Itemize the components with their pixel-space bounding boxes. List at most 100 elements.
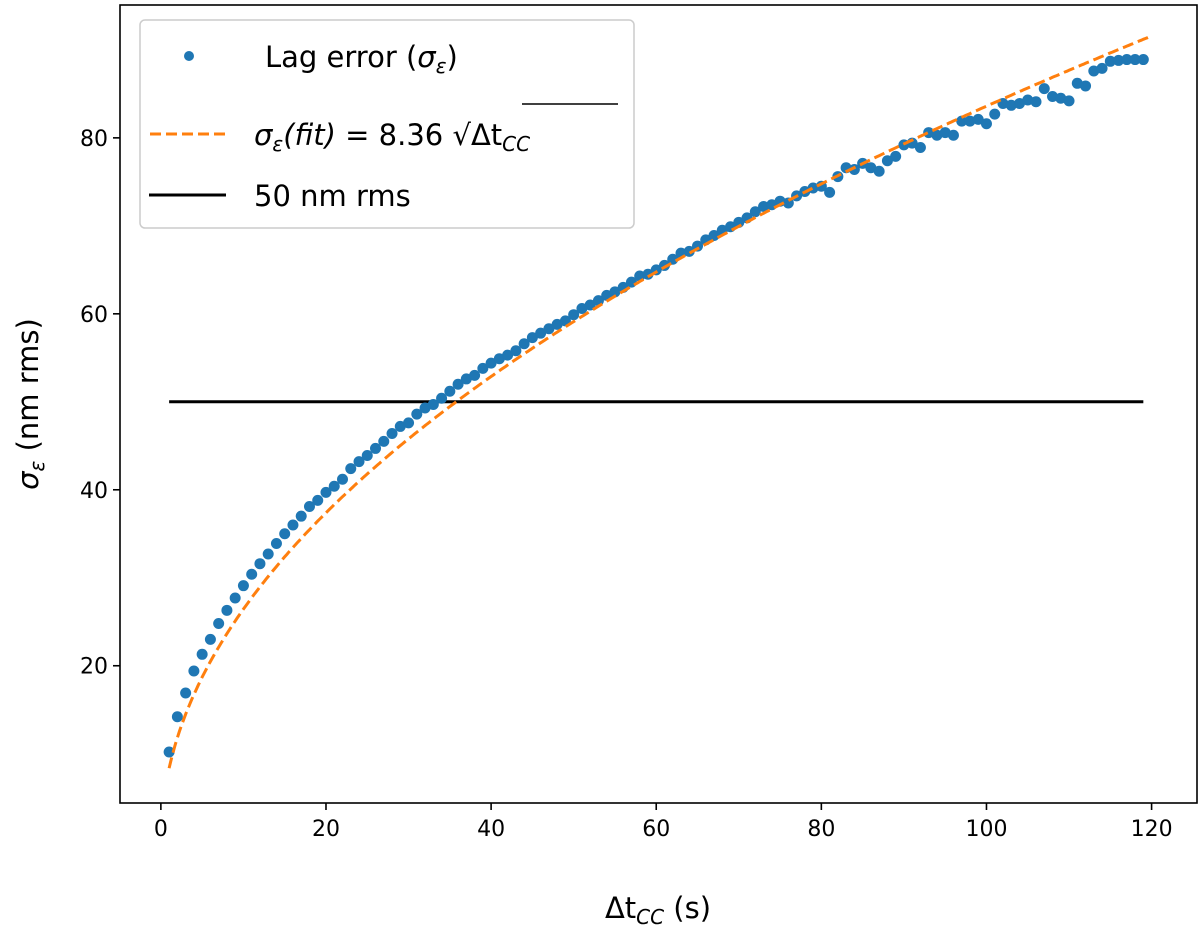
data-point — [221, 604, 233, 616]
data-point — [510, 345, 522, 357]
data-point — [890, 150, 902, 162]
data-point — [683, 245, 695, 257]
data-point — [502, 349, 514, 361]
x-tick-label: 120 — [1131, 817, 1173, 842]
data-point — [1129, 54, 1141, 66]
data-point — [667, 253, 679, 265]
data-point — [411, 408, 423, 420]
data-point — [543, 323, 555, 335]
data-point — [419, 402, 431, 414]
data-point — [337, 473, 349, 485]
data-point — [972, 113, 984, 125]
data-point — [246, 568, 258, 580]
data-point — [188, 665, 200, 677]
data-point — [865, 162, 877, 174]
data-point — [749, 206, 761, 218]
axes-frame — [119, 4, 1198, 804]
data-point — [444, 385, 456, 397]
data-point — [427, 398, 439, 410]
data-point — [378, 435, 390, 447]
data-point — [485, 357, 497, 369]
data-point — [1113, 54, 1125, 66]
chart-marks — [163, 34, 1153, 769]
data-point — [1063, 95, 1075, 107]
data-point — [196, 648, 208, 660]
x-tick-label: 60 — [642, 817, 670, 842]
data-point — [345, 463, 357, 475]
data-point — [526, 332, 538, 344]
data-point — [312, 494, 324, 506]
y-tick-label: 40 — [80, 479, 108, 504]
data-point — [931, 129, 943, 141]
y-tick-label: 20 — [80, 655, 108, 680]
x-tick-label: 20 — [312, 817, 340, 842]
data-point — [1096, 62, 1108, 74]
legend-label-fit: σε(fit) = 8.36 √ΔtCC — [254, 118, 530, 156]
data-point — [568, 309, 580, 321]
data-point — [394, 420, 406, 432]
data-point — [642, 268, 654, 280]
x-tick-label: 40 — [477, 817, 505, 842]
data-point — [403, 417, 415, 429]
data-point — [1121, 54, 1133, 66]
y-axis-ticks: 20 40 60 80 — [80, 127, 120, 680]
data-point — [535, 327, 547, 339]
data-point — [213, 618, 225, 630]
data-point — [493, 353, 505, 365]
data-point — [229, 592, 241, 604]
legend: Lag error (σε) σε(fit) = 8.36 √ΔtCC 50 n… — [139, 19, 635, 229]
data-point — [452, 378, 464, 390]
data-point — [361, 449, 373, 461]
data-point — [295, 510, 307, 522]
data-point — [353, 456, 365, 468]
data-point — [279, 528, 291, 540]
x-tick-label: 100 — [965, 817, 1007, 842]
data-point — [576, 303, 588, 315]
data-point — [1137, 54, 1149, 66]
data-point — [873, 165, 885, 177]
data-point — [1030, 96, 1042, 108]
data-point — [964, 115, 976, 127]
data-point — [551, 318, 563, 330]
data-point — [1005, 99, 1017, 111]
legend-box — [139, 19, 635, 229]
data-point — [980, 118, 992, 130]
y-axis-label: σε (nm rms) — [11, 318, 49, 490]
x-axis-ticks: 0 20 40 60 80 100 120 — [154, 803, 1173, 842]
data-point — [1104, 55, 1116, 67]
data-point — [518, 338, 530, 350]
data-point — [204, 633, 216, 645]
y-tick-label: 80 — [80, 127, 108, 152]
data-point — [1071, 77, 1083, 89]
data-point — [171, 711, 183, 723]
data-point — [328, 480, 340, 492]
data-point — [370, 442, 382, 454]
data-point — [947, 129, 959, 141]
data-point — [270, 537, 282, 549]
data-point — [320, 486, 332, 498]
data-point — [881, 155, 893, 167]
data-point — [460, 373, 472, 385]
data-point — [1088, 65, 1100, 77]
data-point — [254, 558, 266, 570]
data-point — [386, 427, 398, 439]
data-point — [1022, 94, 1034, 106]
data-point — [609, 286, 621, 298]
data-point — [303, 500, 315, 512]
data-point — [733, 216, 745, 228]
y-tick-label: 60 — [80, 303, 108, 328]
data-point — [1080, 80, 1092, 92]
data-point — [287, 519, 299, 531]
data-point — [914, 142, 926, 154]
data-point — [262, 548, 274, 560]
data-point — [237, 580, 249, 592]
data-point — [824, 186, 836, 198]
data-point — [989, 108, 1001, 120]
data-point — [163, 746, 175, 758]
data-point — [469, 369, 481, 381]
data-point — [584, 299, 596, 311]
data-point — [1013, 98, 1025, 110]
plot-area: 0 20 40 60 80 100 120 20 40 60 80 — [80, 4, 1198, 842]
data-point — [939, 127, 951, 139]
